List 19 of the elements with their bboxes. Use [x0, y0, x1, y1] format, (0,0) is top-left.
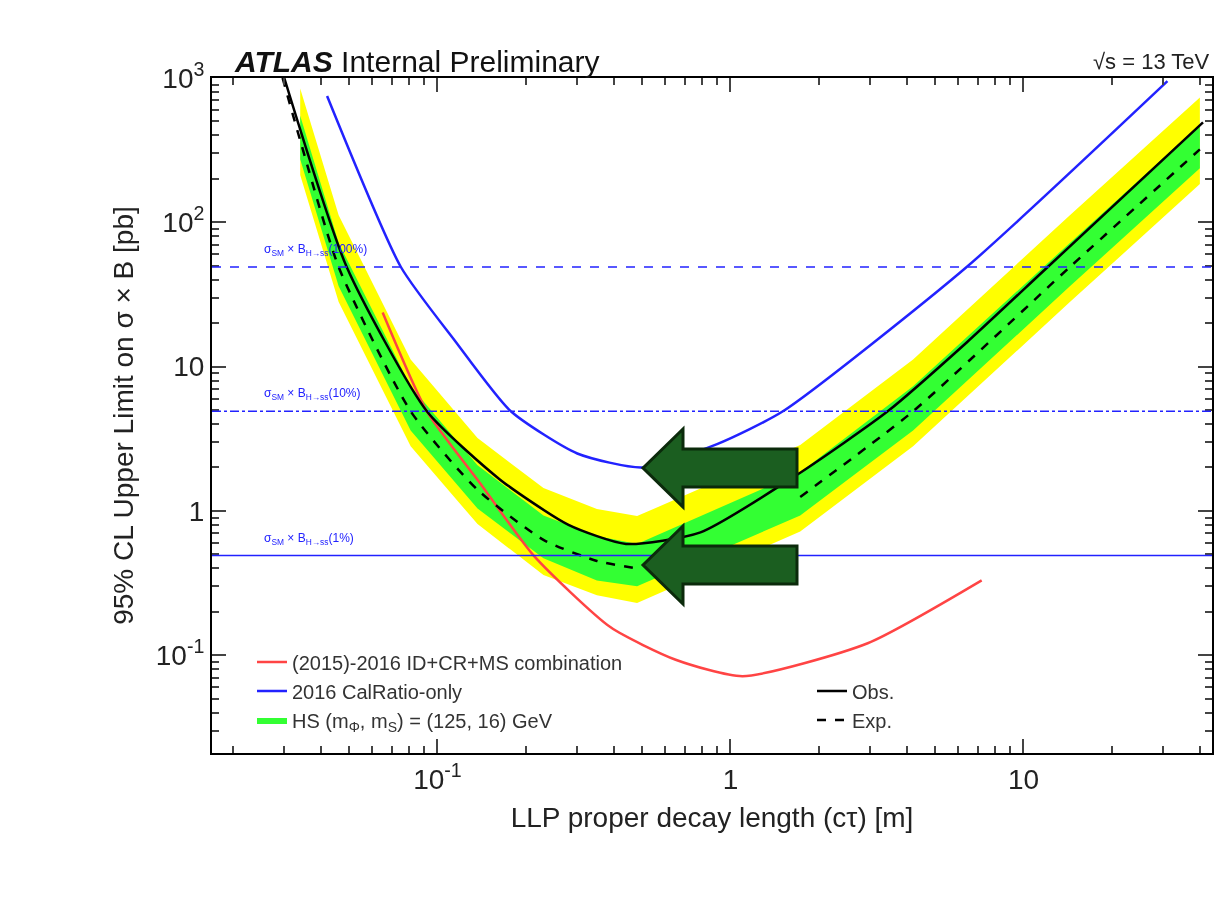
legend-label: (2015)-2016 ID+CR+MS combination [292, 651, 623, 674]
y-tick-label: 1 [188, 495, 205, 527]
y-tick-label: 10$^{-1}$ [155, 635, 205, 671]
x-tick-label: 10$^{-1}$ [413, 758, 462, 795]
x-axis-title: LLP proper decay length (cτ) [m] [510, 802, 914, 834]
text: √s = 13 TeV [1093, 49, 1210, 74]
y-tick-label: 10 [173, 351, 205, 383]
y-axis-title: 95% CL Upper Limit on σ × B [pb] [108, 206, 140, 625]
y-tick-label: 10$^{2}$ [162, 202, 205, 239]
ref-line-label: σ$_{SM}$ × B$_{H→ss}$(10%) [264, 386, 361, 402]
legend-label: HS (m$_{Φ}$, m$_{S}$) = (125, 16) GeV [292, 709, 553, 735]
x-tick-label: 1 [722, 763, 739, 795]
legend-label: 2016 CalRatio-only [292, 680, 463, 703]
chart-title: ATLAS Internal Preliminary [234, 45, 600, 78]
ref-line-label: σ$_{SM}$ × B$_{H→ss}$(1%) [264, 531, 354, 547]
legend-label: Obs. [852, 680, 895, 703]
legend-label: Exp. [852, 709, 893, 732]
y-tick-label: 10$^{3}$ [162, 58, 205, 94]
x-tick-label: 10 [1007, 763, 1040, 795]
